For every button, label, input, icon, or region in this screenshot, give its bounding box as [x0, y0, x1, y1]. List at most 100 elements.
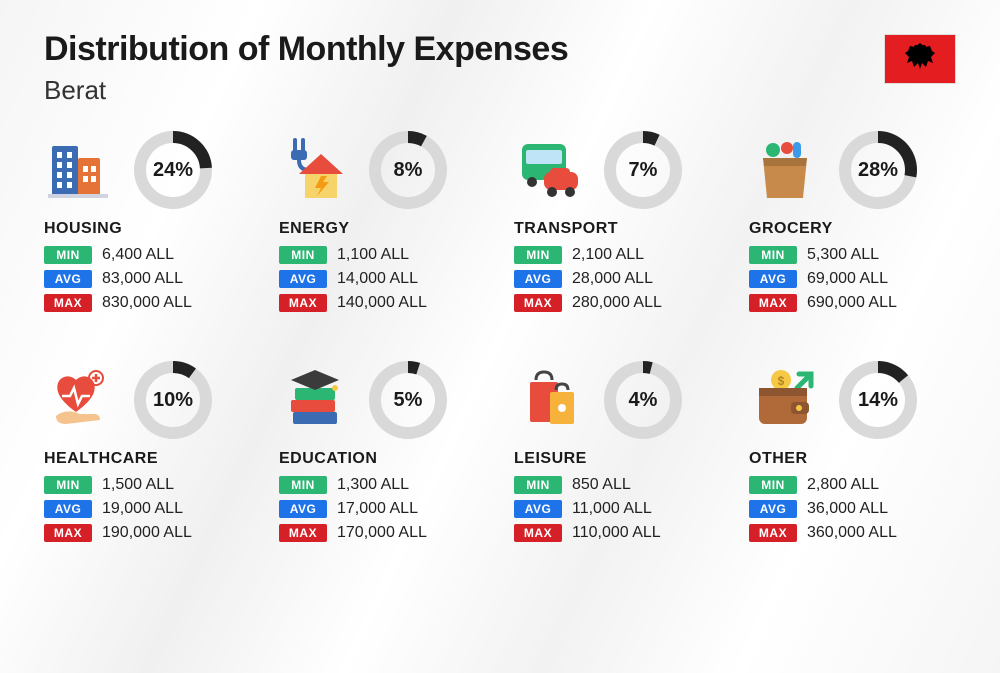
titles: Distribution of Monthly Expenses Berat: [44, 30, 568, 106]
percent-label: 24%: [134, 131, 212, 209]
avg-value: 83,000 ALL: [102, 270, 183, 288]
category-name: OTHER: [749, 450, 956, 468]
category-card-grocery: 28% GROCERY MIN 5,300 ALL AVG 69,000 ALL…: [749, 130, 956, 318]
card-top: 10%: [44, 360, 251, 440]
max-badge: MAX: [44, 524, 92, 542]
category-name: HOUSING: [44, 220, 251, 238]
avg-badge: AVG: [279, 270, 327, 288]
card-top: 28%: [749, 130, 956, 210]
category-name: LEISURE: [514, 450, 721, 468]
stat-avg: AVG 83,000 ALL: [44, 270, 251, 288]
category-name: HEALTHCARE: [44, 450, 251, 468]
page-title: Distribution of Monthly Expenses: [44, 30, 568, 69]
percent-donut: 8%: [369, 131, 447, 209]
max-badge: MAX: [279, 524, 327, 542]
stat-min: MIN 5,300 ALL: [749, 246, 956, 264]
albania-eagle-icon: [900, 41, 940, 77]
max-value: 830,000 ALL: [102, 294, 192, 312]
stat-min: MIN 1,300 ALL: [279, 476, 486, 494]
percent-label: 28%: [839, 131, 917, 209]
category-name: TRANSPORT: [514, 220, 721, 238]
min-badge: MIN: [514, 246, 562, 264]
avg-badge: AVG: [279, 500, 327, 518]
min-badge: MIN: [749, 246, 797, 264]
avg-value: 28,000 ALL: [572, 270, 653, 288]
card-top: 4%: [514, 360, 721, 440]
avg-value: 36,000 ALL: [807, 500, 888, 518]
header: Distribution of Monthly Expenses Berat: [44, 30, 956, 106]
stat-max: MAX 110,000 ALL: [514, 524, 721, 542]
max-value: 360,000 ALL: [807, 524, 897, 542]
max-badge: MAX: [279, 294, 327, 312]
category-name: GROCERY: [749, 220, 956, 238]
avg-badge: AVG: [514, 500, 562, 518]
grocery-bag-icon: [749, 134, 821, 206]
min-value: 1,100 ALL: [337, 246, 409, 264]
books-cap-icon: [279, 364, 351, 436]
stat-min: MIN 2,100 ALL: [514, 246, 721, 264]
min-badge: MIN: [279, 246, 327, 264]
max-badge: MAX: [749, 524, 797, 542]
max-value: 110,000 ALL: [572, 524, 661, 542]
buildings-icon: [44, 134, 116, 206]
percent-donut: 14%: [839, 361, 917, 439]
heart-hand-icon: [44, 364, 116, 436]
card-top: 8%: [279, 130, 486, 210]
category-grid: 24% HOUSING MIN 6,400 ALL AVG 83,000 ALL…: [44, 130, 956, 548]
min-value: 6,400 ALL: [102, 246, 174, 264]
stat-max: MAX 170,000 ALL: [279, 524, 486, 542]
percent-label: 4%: [604, 361, 682, 439]
stat-avg: AVG 36,000 ALL: [749, 500, 956, 518]
max-value: 280,000 ALL: [572, 294, 662, 312]
percent-donut: 7%: [604, 131, 682, 209]
avg-badge: AVG: [44, 270, 92, 288]
max-value: 140,000 ALL: [337, 294, 427, 312]
percent-donut: 10%: [134, 361, 212, 439]
stat-max: MAX 190,000 ALL: [44, 524, 251, 542]
avg-badge: AVG: [749, 270, 797, 288]
min-value: 5,300 ALL: [807, 246, 879, 264]
category-card-leisure: 4% LEISURE MIN 850 ALL AVG 11,000 ALL MA…: [514, 360, 721, 548]
category-card-healthcare: 10% HEALTHCARE MIN 1,500 ALL AVG 19,000 …: [44, 360, 251, 548]
percent-donut: 5%: [369, 361, 447, 439]
max-badge: MAX: [749, 294, 797, 312]
avg-value: 69,000 ALL: [807, 270, 888, 288]
percent-label: 14%: [839, 361, 917, 439]
avg-value: 17,000 ALL: [337, 500, 418, 518]
stat-min: MIN 1,500 ALL: [44, 476, 251, 494]
min-value: 1,300 ALL: [337, 476, 409, 494]
stat-min: MIN 2,800 ALL: [749, 476, 956, 494]
percent-label: 7%: [604, 131, 682, 209]
stat-max: MAX 140,000 ALL: [279, 294, 486, 312]
max-value: 690,000 ALL: [807, 294, 897, 312]
category-card-energy: 8% ENERGY MIN 1,100 ALL AVG 14,000 ALL M…: [279, 130, 486, 318]
stat-avg: AVG 69,000 ALL: [749, 270, 956, 288]
stat-max: MAX 830,000 ALL: [44, 294, 251, 312]
wallet-icon: $: [749, 364, 821, 436]
min-value: 1,500 ALL: [102, 476, 174, 494]
stat-avg: AVG 28,000 ALL: [514, 270, 721, 288]
stat-avg: AVG 14,000 ALL: [279, 270, 486, 288]
stat-avg: AVG 17,000 ALL: [279, 500, 486, 518]
percent-donut: 4%: [604, 361, 682, 439]
min-badge: MIN: [44, 476, 92, 494]
percent-label: 10%: [134, 361, 212, 439]
avg-value: 19,000 ALL: [102, 500, 183, 518]
category-name: EDUCATION: [279, 450, 486, 468]
min-badge: MIN: [749, 476, 797, 494]
category-card-education: 5% EDUCATION MIN 1,300 ALL AVG 17,000 AL…: [279, 360, 486, 548]
bus-car-icon: [514, 134, 586, 206]
stat-avg: AVG 19,000 ALL: [44, 500, 251, 518]
stat-min: MIN 1,100 ALL: [279, 246, 486, 264]
avg-value: 11,000 ALL: [572, 500, 652, 518]
min-badge: MIN: [279, 476, 327, 494]
avg-badge: AVG: [514, 270, 562, 288]
stat-min: MIN 850 ALL: [514, 476, 721, 494]
percent-donut: 24%: [134, 131, 212, 209]
page-subtitle: Berat: [44, 75, 568, 106]
max-value: 170,000 ALL: [337, 524, 427, 542]
avg-value: 14,000 ALL: [337, 270, 418, 288]
shopping-bags-icon: [514, 364, 586, 436]
max-badge: MAX: [44, 294, 92, 312]
avg-badge: AVG: [44, 500, 92, 518]
